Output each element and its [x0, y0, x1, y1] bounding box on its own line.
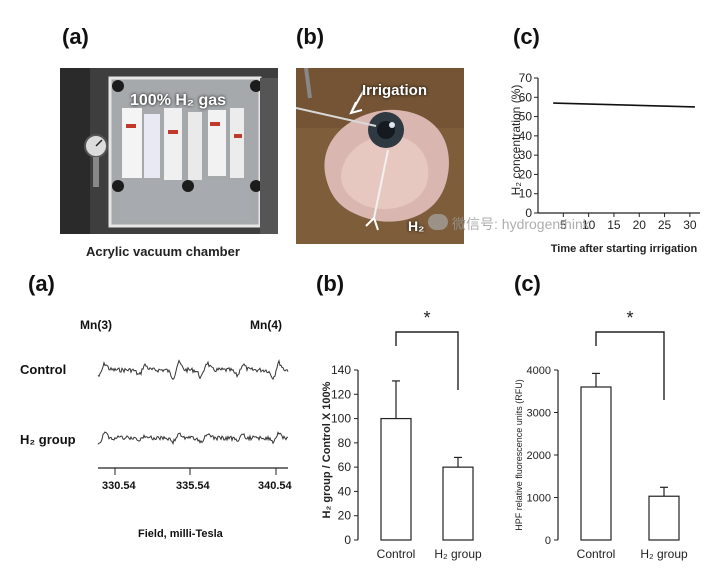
irrigation-label: Irrigation: [362, 82, 428, 99]
chamber-caption: Acrylic vacuum chamber: [86, 244, 240, 259]
significance-star: *: [423, 308, 430, 328]
y-tick-label: 4000: [527, 365, 551, 377]
peak-label-mn4: Mn(4): [250, 318, 282, 332]
y-tick-label: 140: [331, 363, 351, 377]
y-tick-label: 3000: [527, 408, 551, 420]
chamber-gas-label: 100% H₂ gas: [130, 92, 227, 109]
h2-concentration-chart: H₂ concentration (%) 0 10 20 30 40 50 60 70 5 10…: [509, 71, 700, 255]
row-label-h2-group: H₂ group: [20, 432, 76, 447]
field-tick-label: 340.54: [258, 480, 292, 492]
bar: [442, 466, 474, 541]
wechat-icon: [428, 214, 448, 230]
h2-arrow-label: H₂: [408, 218, 425, 234]
y-tick-label: 120: [331, 387, 351, 401]
y-tick-label: 60: [519, 90, 533, 104]
category-label: H₂ group: [640, 547, 688, 561]
peak-label-mn3: Mn(3): [80, 318, 112, 332]
y-tick-label: 40: [338, 484, 352, 498]
panel-label-top-c: (c): [513, 24, 540, 49]
y-tick-label: 60: [338, 460, 352, 474]
panel-label-bottom-c: (c): [514, 271, 541, 296]
row-label-control: Control: [20, 362, 67, 377]
x-tick-label: 25: [658, 218, 672, 232]
field-tick-label: 335.54: [176, 480, 210, 492]
panel-label-top-a: (a): [62, 24, 89, 49]
category-label: Control: [377, 547, 416, 561]
y-tick-label: 70: [519, 71, 533, 85]
chamber-illustration: [60, 68, 278, 234]
y-tick-label: 0: [525, 206, 532, 220]
x-tick-label: 10: [582, 218, 596, 232]
category-label: H₂ group: [434, 547, 482, 561]
y-tick-label: 2000: [527, 450, 551, 462]
h2-over-control-bar-chart: H₂ group / Control X 100% 0 20 40 60 80 100 12…: [321, 308, 482, 561]
y-tick-label: 0: [545, 535, 551, 547]
field-axis-label: Field, milli-Tesla: [138, 528, 223, 540]
series-line: [553, 102, 695, 108]
significance-star: *: [626, 308, 633, 328]
chart-ylabel: H₂ concentration (%): [509, 85, 523, 196]
acrylic-chamber-photo: 100% H₂ gas: [60, 68, 278, 234]
y-tick-label: 1000: [527, 493, 551, 505]
x-tick-label: 5: [560, 218, 567, 232]
hpf-fluorescence-bar-chart: HPF relative fluorescence units (RFU) 0 1…: [514, 308, 688, 561]
control-spectrum-trace: [97, 359, 289, 381]
category-label: Control: [577, 547, 616, 561]
bar: [648, 495, 680, 541]
y-tick-label: 10: [519, 187, 533, 201]
y-tick-label: 100: [331, 412, 351, 426]
y-tick-label: 30: [519, 148, 533, 162]
bar: [380, 417, 412, 541]
y-tick-label: 80: [338, 436, 352, 450]
panel-label-bottom-b: (b): [316, 271, 345, 296]
field-tick-label: 330.54: [102, 480, 136, 492]
significance-bracket: [395, 331, 459, 390]
bar: [580, 386, 612, 541]
epr-spectra: [97, 359, 289, 475]
watermark-text: 微信号: hydrogenthink: [452, 216, 590, 232]
chart-xlabel: Time after starting irrigation: [551, 243, 698, 255]
x-tick-label: 30: [683, 218, 697, 232]
y-tick-label: 50: [519, 110, 533, 124]
x-tick-label: 20: [633, 218, 647, 232]
y-tick-label: 0: [344, 533, 351, 547]
panel-label-bottom-a: (a): [28, 271, 55, 296]
y-tick-label: 20: [519, 167, 533, 181]
y-tick-label: 20: [338, 509, 352, 523]
chart-ylabel: HPF relative fluorescence units (RFU): [514, 379, 524, 531]
panel-label-top-b: (b): [296, 24, 325, 49]
chart-ylabel: H₂ group / Control X 100%: [321, 381, 333, 518]
significance-bracket: [595, 331, 665, 400]
x-tick-label: 15: [607, 218, 621, 232]
y-tick-label: 40: [519, 129, 533, 143]
h2-spectrum-trace: [97, 431, 288, 446]
